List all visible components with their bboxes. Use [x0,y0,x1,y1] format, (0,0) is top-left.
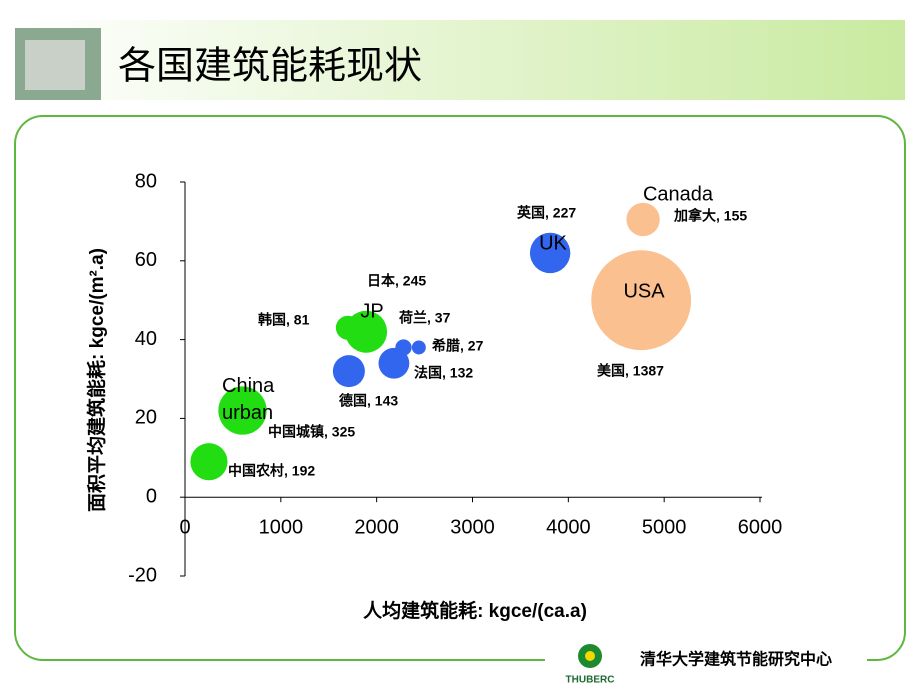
bubble-text: China urban [222,375,275,424]
point-label: 韩国, 81 [258,312,310,328]
y-tick-label: 60 [135,249,157,271]
point-label: 加拿大, 155 [673,208,747,224]
point-label: 中国城镇, 325 [268,424,355,440]
y-tick-label: 0 [146,485,157,507]
x-tick-label: 2000 [354,516,399,538]
x-tick-label: 3000 [450,516,495,538]
logo-text: THUBERC [566,675,615,686]
bubble [218,386,267,435]
bubble [529,232,571,274]
x-tick-label: 5000 [642,516,687,538]
bubble [190,443,228,481]
y-tick-label: -20 [128,564,157,586]
frame [14,115,906,661]
bubble [591,250,692,351]
bubble [335,315,360,340]
footer-gap [635,648,867,670]
page-title: 各国建筑能耗现状 [118,44,422,88]
bubble-text: JP [360,300,383,322]
x-tick-label: 6000 [738,516,783,538]
x-tick-label: 0 [179,516,190,538]
point-label: 中国农村, 192 [228,463,315,479]
point-label: 日本, 245 [367,273,426,289]
point-label: 美国, 1387 [597,363,664,379]
x-tick-label: 1000 [259,516,304,538]
y-tick-label: 80 [135,170,157,192]
y-axis-title: 面积平均建筑能耗: kgce/(m².a) [85,248,108,512]
bubble [411,340,426,355]
bubble [332,355,365,388]
bubble [626,202,660,237]
bubble [378,347,410,379]
point-label: 英国, 227 [516,205,576,221]
logo-center [585,651,595,661]
footer-org: 清华大学建筑节能研究中心 [640,650,832,669]
point-label: 荷兰, 37 [398,310,451,326]
header-bar [15,20,905,100]
point-label: 德国, 143 [339,393,398,409]
bubble [395,339,412,356]
bubble-text: UK [539,232,567,254]
y-tick-label: 40 [135,328,157,350]
bubble-text: USA [623,280,665,302]
point-label: 希腊, 27 [432,338,484,354]
bubble-text: Canada [643,183,714,205]
plot: -20 0 20 40 60 80 0 1000 2000 3000 4000 5000 6000 人均建… [85,170,782,622]
x-tick-label: 4000 [546,516,591,538]
x-axis-title: 人均建筑能耗: kgce/(ca.a) [363,599,587,622]
point-label: 法国, 132 [414,365,473,381]
y-tick-label: 20 [135,407,157,429]
header-photo-building [25,40,85,90]
